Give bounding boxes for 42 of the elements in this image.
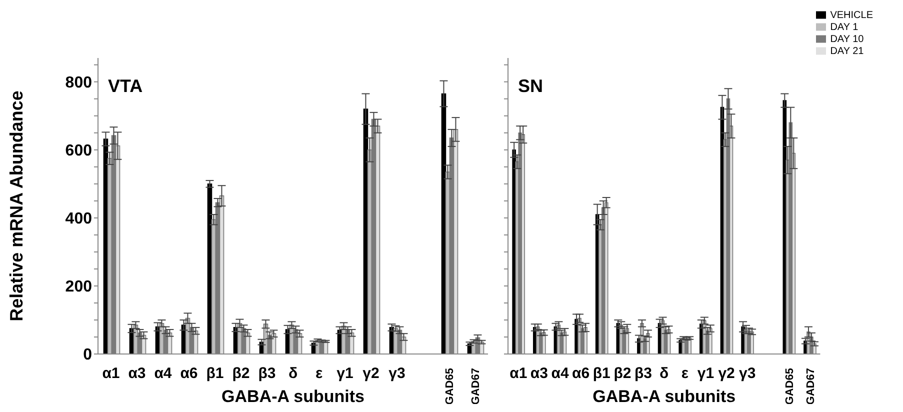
x-axis-title: GABA-A subunits (222, 387, 364, 406)
text: SN (518, 76, 544, 97)
x-tick-label: γ1 (336, 365, 354, 382)
y-tick-label: 0 (83, 346, 92, 364)
x-tick-label: α1 (510, 365, 528, 382)
x-tick-label: GAD65 (784, 368, 796, 405)
x-tick-label: γ2 (362, 365, 380, 382)
legend-label: DAY 10 (830, 34, 864, 45)
x-tick-label: β2 (232, 365, 250, 382)
x-tick-label: GAD67 (470, 368, 482, 405)
x-tick-label: β3 (258, 365, 276, 382)
x-tick-label: α4 (154, 365, 172, 382)
y-axis-title: Relative mRNA Abundance (6, 90, 26, 322)
x-axis-title: GABA-A subunits (592, 387, 736, 406)
x-tick-label: GAD65 (444, 368, 456, 405)
y-tick-label: 600 (65, 142, 92, 160)
x-tick-label: GAD67 (804, 368, 817, 405)
x-tick-label: α4 (551, 365, 570, 382)
x-tick-label: ε (315, 365, 323, 382)
x-tick-label: α3 (530, 365, 548, 382)
x-tick-label: γ2 (718, 365, 735, 382)
x-tick-label: γ3 (739, 365, 756, 382)
x-tick-label: α1 (102, 365, 120, 382)
x-tick-label: γ3 (388, 365, 406, 382)
x-tick-label: γ1 (697, 365, 714, 382)
x-tick-label: α3 (128, 365, 146, 382)
y-tick-label: 200 (65, 278, 92, 296)
x-tick-label: β3 (634, 365, 652, 382)
text: VTA (108, 76, 143, 97)
x-tick-label: δ (288, 365, 298, 382)
legend-label: VEHICLE (830, 10, 873, 21)
y-tick-label: 400 (65, 210, 92, 228)
x-tick-label: β2 (614, 365, 632, 382)
legend-label: DAY 1 (830, 22, 858, 33)
x-tick-label: ε (681, 365, 688, 382)
x-tick-label: δ (660, 365, 669, 382)
x-tick-label: β1 (592, 365, 610, 382)
x-tick-label: β1 (206, 365, 224, 382)
y-tick-label: 800 (65, 74, 92, 92)
legend-label: DAY 21 (830, 46, 864, 57)
x-tick-label: α6 (180, 365, 198, 382)
x-tick-label: α6 (572, 365, 590, 382)
